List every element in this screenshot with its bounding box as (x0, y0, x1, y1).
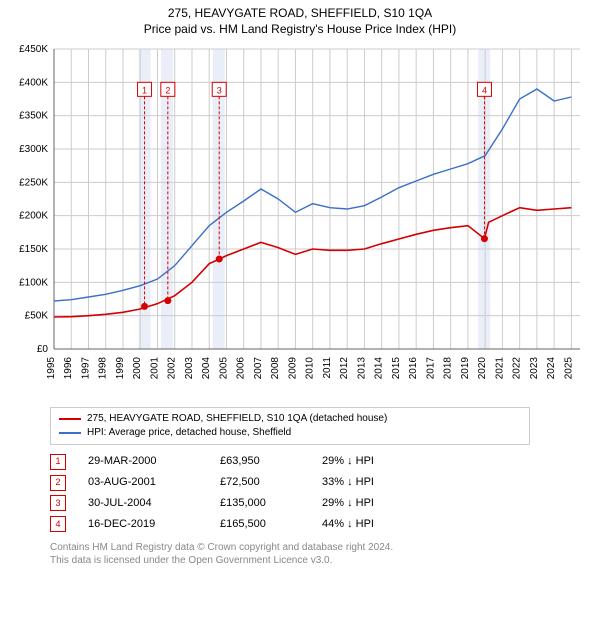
svg-text:2025: 2025 (563, 357, 574, 380)
sale-marker-1: 1 (50, 454, 66, 470)
svg-text:2017: 2017 (425, 357, 436, 380)
svg-text:£250K: £250K (19, 178, 48, 189)
svg-text:1998: 1998 (98, 357, 109, 380)
svg-text:2: 2 (165, 86, 170, 96)
svg-text:2019: 2019 (460, 357, 471, 380)
svg-text:2020: 2020 (477, 357, 488, 380)
svg-text:1999: 1999 (115, 357, 126, 380)
svg-text:2010: 2010 (305, 357, 316, 380)
svg-text:2005: 2005 (218, 357, 229, 380)
svg-text:4: 4 (482, 86, 487, 96)
svg-text:2002: 2002 (167, 357, 178, 380)
svg-text:2022: 2022 (512, 357, 523, 380)
legend-swatch-hpi (59, 432, 81, 434)
chart-titles: 275, HEAVYGATE ROAD, SHEFFIELD, S10 1QA … (10, 6, 590, 37)
sales-table: 1 29-MAR-2000 £63,950 29% ↓ HPI 2 03-AUG… (50, 451, 590, 535)
sale-diff: 44% ↓ HPI (322, 514, 422, 535)
svg-text:2003: 2003 (184, 357, 195, 380)
legend-swatch-subject (59, 418, 81, 420)
svg-text:2001: 2001 (149, 357, 160, 380)
svg-text:2021: 2021 (494, 357, 505, 380)
svg-text:2011: 2011 (322, 357, 333, 379)
sale-marker-3: 3 (50, 495, 66, 511)
svg-text:£200K: £200K (19, 211, 48, 222)
svg-text:£0: £0 (37, 344, 49, 355)
sale-date: 03-AUG-2001 (88, 472, 198, 493)
sale-date: 29-MAR-2000 (88, 451, 198, 472)
svg-text:£150K: £150K (19, 244, 48, 255)
sale-price: £135,000 (220, 493, 300, 514)
svg-text:£450K: £450K (19, 44, 48, 55)
svg-text:2000: 2000 (132, 357, 143, 380)
svg-text:2014: 2014 (374, 357, 385, 380)
sales-row: 4 16-DEC-2019 £165,500 44% ↓ HPI (50, 514, 590, 535)
svg-text:2008: 2008 (270, 357, 281, 380)
footer: Contains HM Land Registry data © Crown c… (50, 541, 590, 568)
title-line-2: Price paid vs. HM Land Registry's House … (10, 22, 590, 38)
svg-text:2013: 2013 (356, 357, 367, 380)
svg-text:2016: 2016 (408, 357, 419, 380)
sales-row: 2 03-AUG-2001 £72,500 33% ↓ HPI (50, 472, 590, 493)
svg-text:2006: 2006 (236, 357, 247, 380)
svg-text:1996: 1996 (63, 357, 74, 380)
legend-label-hpi: HPI: Average price, detached house, Shef… (87, 426, 291, 440)
footer-line-1: Contains HM Land Registry data © Crown c… (50, 541, 590, 555)
svg-text:3: 3 (217, 86, 222, 96)
svg-text:2015: 2015 (391, 357, 402, 380)
legend-item-subject: 275, HEAVYGATE ROAD, SHEFFIELD, S10 1QA … (59, 412, 521, 426)
svg-text:2012: 2012 (339, 357, 350, 380)
svg-text:1: 1 (142, 86, 147, 96)
sale-diff: 29% ↓ HPI (322, 493, 422, 514)
svg-text:2004: 2004 (201, 357, 212, 380)
footer-line-2: This data is licensed under the Open Gov… (50, 554, 590, 568)
svg-text:£400K: £400K (19, 78, 48, 89)
sale-diff: 33% ↓ HPI (322, 472, 422, 493)
chart-svg: £0 £50K £100K £150K £200K £250K £300K £350K £400… (10, 41, 590, 401)
svg-text:1997: 1997 (80, 357, 91, 380)
price-chart: £0 £50K £100K £150K £200K £250K £300K £350K £400… (10, 41, 590, 401)
sale-price: £165,500 (220, 514, 300, 535)
sale-price: £72,500 (220, 472, 300, 493)
svg-text:2018: 2018 (443, 357, 454, 380)
sale-marker-2: 2 (50, 475, 66, 491)
sale-date: 16-DEC-2019 (88, 514, 198, 535)
sales-row: 1 29-MAR-2000 £63,950 29% ↓ HPI (50, 451, 590, 472)
svg-text:2024: 2024 (546, 357, 557, 380)
svg-text:2007: 2007 (253, 357, 264, 380)
svg-text:2009: 2009 (287, 357, 298, 380)
legend-label-subject: 275, HEAVYGATE ROAD, SHEFFIELD, S10 1QA … (87, 412, 387, 426)
sale-price: £63,950 (220, 451, 300, 472)
sale-diff: 29% ↓ HPI (322, 451, 422, 472)
sales-row: 3 30-JUL-2004 £135,000 29% ↓ HPI (50, 493, 590, 514)
page: 275, HEAVYGATE ROAD, SHEFFIELD, S10 1QA … (0, 0, 600, 620)
legend: 275, HEAVYGATE ROAD, SHEFFIELD, S10 1QA … (50, 407, 530, 445)
sale-date: 30-JUL-2004 (88, 493, 198, 514)
svg-text:£50K: £50K (25, 311, 49, 322)
sale-marker-4: 4 (50, 516, 66, 532)
svg-text:2023: 2023 (529, 357, 540, 380)
svg-text:£100K: £100K (19, 278, 48, 289)
svg-text:£300K: £300K (19, 144, 48, 155)
title-line-1: 275, HEAVYGATE ROAD, SHEFFIELD, S10 1QA (10, 6, 590, 22)
svg-text:£350K: £350K (19, 111, 48, 122)
legend-item-hpi: HPI: Average price, detached house, Shef… (59, 426, 521, 440)
svg-text:1995: 1995 (46, 357, 57, 380)
